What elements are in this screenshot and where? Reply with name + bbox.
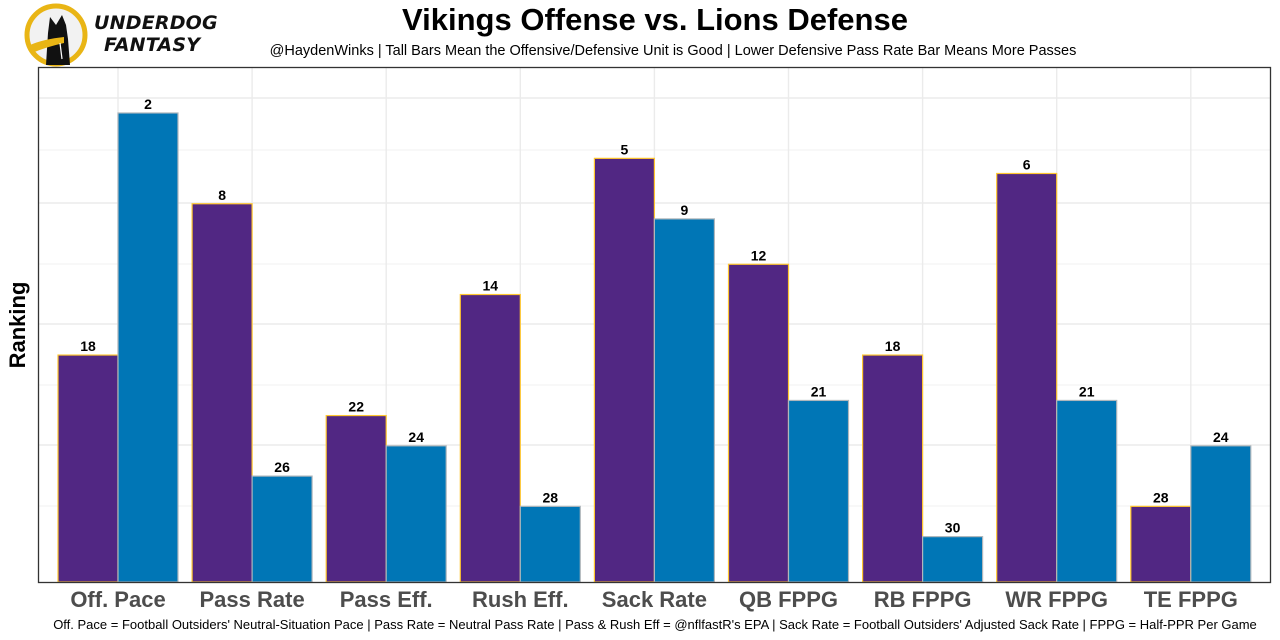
bar-defense: [519, 505, 581, 583]
x-tick-label: RB FPPG: [874, 587, 972, 612]
x-tick-label: Pass Eff.: [340, 587, 433, 612]
value-label: 21: [811, 383, 827, 399]
value-label: 28: [543, 489, 559, 505]
bars: [57, 112, 1252, 583]
bar-offense: [459, 293, 521, 583]
underdog-dog-logo-icon: [24, 3, 88, 67]
chart-caption: Off. Pace = Football Outsiders' Neutral-…: [53, 617, 1257, 632]
x-tick-label: Sack Rate: [602, 587, 707, 612]
chart-title: Vikings Offense vs. Lions Defense: [402, 2, 908, 37]
bar-offense: [325, 414, 387, 583]
value-label: 8: [218, 187, 226, 203]
x-tick-label: WR FPPG: [1005, 587, 1108, 612]
value-label: 14: [483, 278, 499, 294]
bar-offense: [191, 203, 253, 583]
brand-name-line1: UNDERDOG: [94, 12, 218, 34]
bar-defense: [653, 218, 716, 583]
value-label: 6: [1023, 156, 1031, 172]
bar-offense: [727, 263, 790, 583]
brand-name-line2: FANTASY: [104, 34, 201, 56]
bar-offense: [593, 157, 656, 583]
x-tick-label: Pass Rate: [200, 587, 305, 612]
y-axis-label: Ranking: [5, 282, 30, 369]
value-label: 26: [274, 459, 290, 475]
value-label: 2: [144, 96, 152, 112]
value-label: 9: [681, 202, 689, 218]
value-label: 28: [1153, 489, 1169, 505]
bar-defense: [921, 536, 984, 583]
value-label: 18: [80, 338, 96, 354]
plot-panel-border: [37, 66, 1272, 584]
chart-subtitle: @HaydenWinks | Tall Bars Mean the Offens…: [269, 43, 1077, 59]
value-label: 21: [1079, 383, 1095, 399]
bar-defense: [251, 475, 313, 583]
value-label: 24: [408, 429, 424, 445]
x-tick-label: Off. Pace: [70, 587, 165, 612]
bar-defense: [787, 399, 850, 583]
value-label: 5: [621, 141, 629, 157]
x-tick-labels: Off. Pace Pass Rate Pass Eff. Rush Eff. Sack…: [70, 587, 1238, 612]
bar-defense: [385, 445, 447, 583]
bar-defense: [1190, 445, 1252, 583]
bar-defense: [1056, 399, 1118, 583]
bar-offense: [861, 354, 924, 583]
bar-defense: [117, 112, 179, 583]
x-tick-label: QB FPPG: [739, 587, 838, 612]
bar-offense: [57, 354, 119, 583]
bar-offense: [996, 172, 1058, 583]
value-label: 30: [945, 520, 961, 536]
x-tick-label: Rush Eff.: [472, 587, 569, 612]
value-label: 12: [751, 247, 767, 263]
bar-offense: [1130, 505, 1192, 583]
x-tick-label: TE FPPG: [1144, 587, 1238, 612]
value-label: 22: [348, 399, 364, 415]
value-label: 18: [885, 338, 901, 354]
value-label: 24: [1213, 429, 1229, 445]
